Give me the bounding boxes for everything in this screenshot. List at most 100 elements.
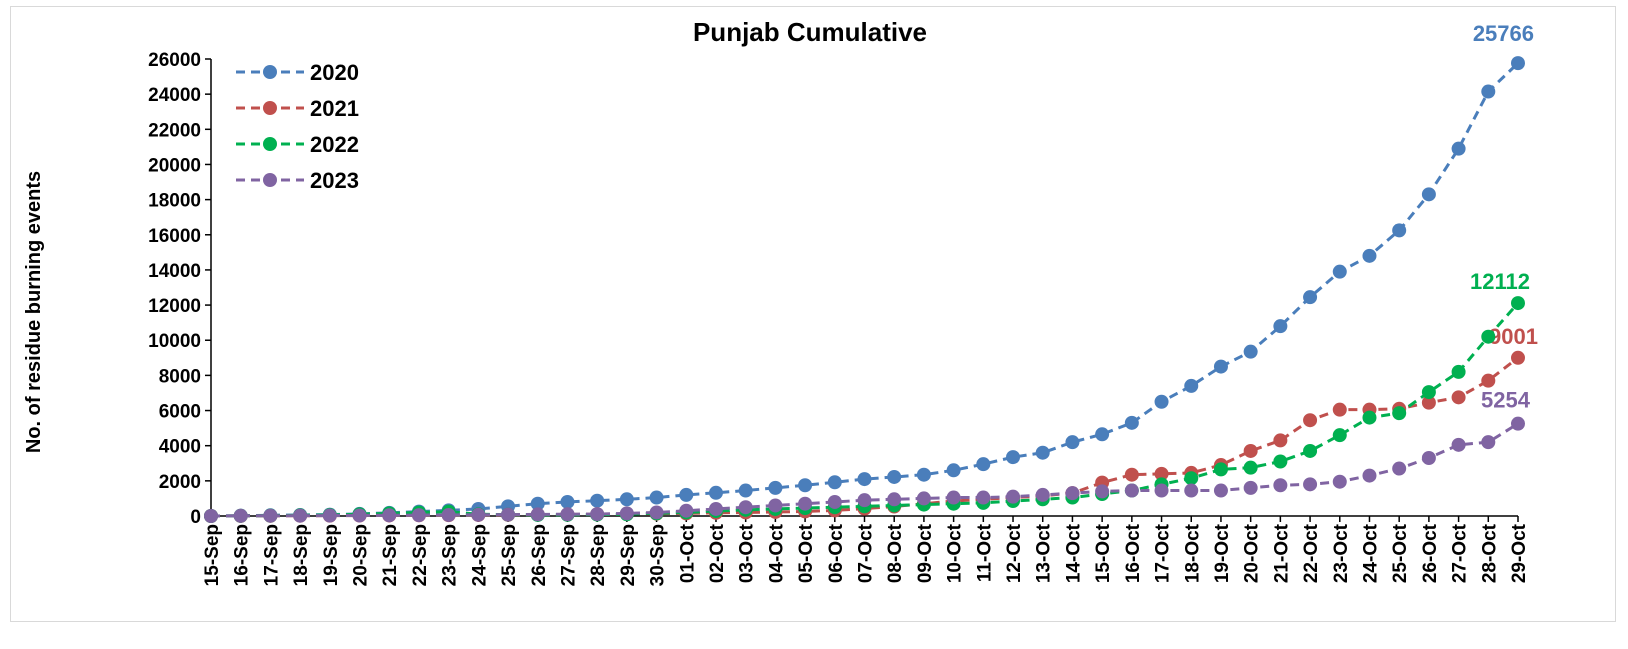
x-tick-label: 27-Sep — [558, 524, 579, 586]
x-tick-labels: 15-Sep 16-Sep 17-Sep 18-Sep 19-Sep 20-Sep 21-S… — [202, 523, 1530, 586]
data-point-2020 — [1184, 378, 1199, 393]
legend-label: 2021 — [310, 96, 359, 121]
data-point-2022 — [1184, 471, 1199, 486]
x-tick-label: 10-Oct — [945, 523, 966, 583]
data-label-2021: 9001 — [1489, 324, 1538, 349]
legend: 2020 2021 2022 2023 — [236, 60, 359, 193]
data-point-2020 — [827, 475, 842, 490]
x-tick-label: 01-Oct — [677, 523, 698, 583]
data-point-2023 — [1273, 478, 1288, 493]
data-point-2020 — [1451, 141, 1466, 156]
data-point-2023 — [1184, 483, 1199, 498]
x-tick-label: 26-Sep — [529, 524, 550, 586]
data-point-2023 — [1154, 483, 1169, 498]
x-tick-label: 16-Sep — [232, 524, 253, 586]
data-point-2023 — [1392, 461, 1407, 476]
data-point-2020 — [1213, 359, 1228, 374]
x-tick-label: 27-Oct — [1450, 523, 1471, 583]
data-point-2022 — [1362, 410, 1377, 425]
x-tick-label: 23-Sep — [440, 524, 461, 586]
y-tick-label: 20000 — [148, 155, 201, 176]
x-tick-label: 03-Oct — [737, 523, 758, 583]
x-tick-label: 30-Sep — [648, 524, 669, 586]
data-point-2022 — [1243, 460, 1258, 475]
data-point-2020 — [916, 467, 931, 482]
x-tick-label: 18-Oct — [1182, 523, 1203, 583]
x-tick-label: 15-Sep — [202, 524, 223, 586]
data-point-2023 — [263, 508, 278, 523]
x-tick-label: 25-Oct — [1390, 523, 1411, 583]
data-point-2023 — [1421, 450, 1436, 465]
data-point-2020 — [1511, 56, 1525, 71]
data-point-2021 — [1511, 350, 1525, 365]
legend-marker — [263, 173, 277, 187]
data-point-2023 — [1213, 483, 1228, 498]
data-point-2023 — [590, 507, 605, 522]
x-tick-label: 05-Oct — [796, 523, 817, 583]
data-point-2023 — [1035, 487, 1050, 502]
series-layer: 25766 9001 12112 5254 — [204, 21, 1538, 523]
data-point-2020 — [649, 490, 664, 505]
data-point-2020 — [1035, 445, 1050, 460]
legend-item-2020: 2020 — [236, 60, 359, 85]
y-tick-label: 4000 — [159, 437, 201, 458]
series-line-2020 — [210, 62, 1520, 518]
x-tick-label: 21-Oct — [1271, 523, 1292, 583]
data-point-2023 — [738, 500, 753, 515]
data-point-2022 — [1392, 406, 1407, 421]
data-point-2023 — [887, 492, 902, 507]
data-point-2023 — [1511, 416, 1525, 431]
data-point-2023 — [293, 508, 308, 523]
x-tick-label: 11-Oct — [974, 523, 995, 582]
x-tick-label: 04-Oct — [766, 523, 787, 583]
x-tick-label: 19-Oct — [1212, 523, 1233, 583]
data-point-2020 — [976, 457, 991, 472]
data-point-2023 — [976, 490, 991, 505]
data-point-2023 — [501, 507, 516, 522]
data-point-2023 — [1243, 480, 1258, 495]
x-tick-label: 25-Sep — [499, 524, 520, 586]
y-tick-label: 14000 — [148, 261, 201, 282]
data-point-2022 — [1481, 329, 1496, 344]
data-point-2020 — [708, 485, 723, 500]
y-tick-label: 2000 — [159, 472, 201, 493]
x-tick-label: 06-Oct — [826, 523, 847, 583]
data-point-2023 — [649, 505, 664, 520]
data-point-2023 — [1451, 437, 1466, 452]
data-point-2023 — [1481, 435, 1496, 450]
data-point-2022 — [1303, 443, 1318, 458]
data-point-2020 — [887, 469, 902, 484]
data-point-2022 — [1213, 462, 1228, 477]
x-tick-label: 08-Oct — [885, 523, 906, 583]
x-tick-label: 09-Oct — [915, 523, 936, 583]
chart-frame — [10, 6, 1616, 622]
data-point-2023 — [441, 507, 456, 522]
data-point-2023 — [1332, 474, 1347, 489]
y-tick-label: 6000 — [159, 402, 201, 423]
data-point-2021 — [1273, 433, 1288, 448]
data-point-2020 — [560, 494, 575, 509]
data-point-2023 — [619, 506, 634, 521]
data-point-2020 — [798, 478, 813, 493]
y-axis-label: No. of residue burning events — [23, 171, 45, 453]
x-tick-label: 29-Sep — [618, 524, 639, 586]
legend-marker — [263, 137, 277, 151]
data-point-2023 — [1065, 486, 1080, 501]
x-tick-label: 29-Oct — [1509, 523, 1530, 583]
data-point-2020 — [530, 496, 545, 511]
data-point-2023 — [233, 508, 248, 523]
data-point-2022 — [1451, 364, 1466, 379]
data-point-2023 — [916, 491, 931, 506]
data-point-2023 — [827, 494, 842, 509]
x-tick-label: 20-Oct — [1242, 523, 1263, 583]
y-tick-label: 18000 — [148, 191, 201, 212]
data-point-2023 — [1362, 468, 1377, 483]
x-tick-label: 16-Oct — [1123, 523, 1144, 583]
data-point-2022 — [1421, 385, 1436, 400]
legend-item-2022: 2022 — [236, 132, 359, 157]
data-point-2023 — [1095, 484, 1110, 499]
data-point-2020 — [1095, 427, 1110, 442]
data-label-2023: 5254 — [1481, 388, 1531, 413]
x-tick-label: 24-Sep — [469, 524, 490, 586]
